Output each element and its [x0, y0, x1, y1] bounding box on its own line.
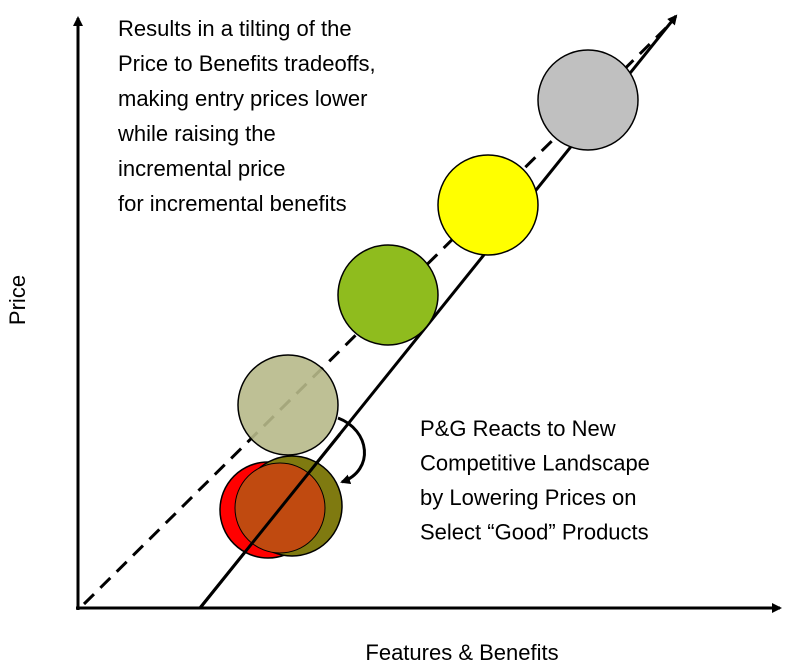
annotation-line: P&G Reacts to New	[420, 416, 616, 441]
circle-khaki	[237, 354, 339, 456]
circle-yellow	[437, 154, 539, 256]
annotation-line: for incremental benefits	[118, 191, 347, 216]
annotation-line: incremental price	[118, 156, 286, 181]
annotation-line: Price to Benefits tradeoffs,	[118, 51, 376, 76]
annotation-line: Competitive Landscape	[420, 451, 650, 476]
y-axis-label: Price	[5, 275, 30, 325]
annotation-line: while raising the	[117, 121, 276, 146]
annotation-line: making entry prices lower	[118, 86, 367, 111]
annotation-line: by Lowering Prices on	[420, 485, 636, 510]
annotation-line: Results in a tilting of the	[118, 16, 352, 41]
curved-arrow	[337, 416, 366, 484]
x-axis-label: Features & Benefits	[365, 640, 558, 665]
circle-green	[337, 244, 439, 346]
annotation-line: Select “Good” Products	[420, 520, 649, 545]
circle-gray	[537, 49, 639, 151]
solid-line-overlay	[198, 433, 342, 609]
